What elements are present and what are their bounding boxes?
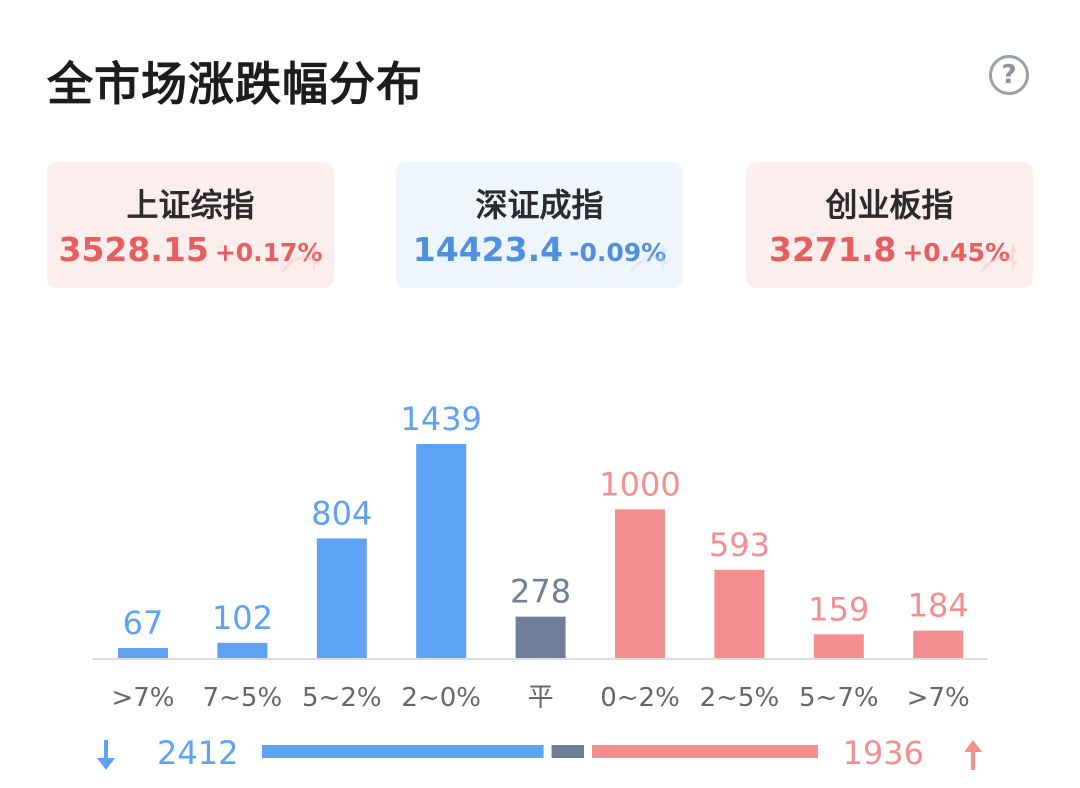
index-change: +0.17% — [214, 238, 323, 267]
arrow-down-icon — [97, 740, 115, 770]
category-label: 平 — [528, 683, 554, 713]
trend-up-decor-icon — [280, 244, 319, 273]
bar-8 — [913, 630, 964, 658]
index-name: 上证综指 — [126, 186, 255, 224]
summary-bar-down — [262, 745, 544, 758]
bar-1 — [217, 642, 268, 658]
summary-bar-up — [592, 745, 818, 758]
bar-value-label: 593 — [709, 526, 770, 564]
bar-6 — [714, 569, 765, 658]
category-label: 2~5% — [700, 683, 780, 713]
bar-2 — [316, 538, 367, 658]
category-label: >7% — [907, 683, 970, 713]
bar-value-label: 1000 — [599, 465, 680, 503]
summary-bar-flat — [551, 745, 585, 758]
trend-up-decor-icon — [979, 244, 1018, 273]
bar-value-label: 102 — [212, 599, 273, 637]
bar-value-label: 804 — [311, 494, 372, 532]
bar-5 — [615, 509, 665, 658]
category-label: 5~2% — [302, 683, 382, 713]
category-label: 5~7% — [799, 683, 879, 713]
category-label: 2~0% — [401, 683, 481, 713]
arrow-up-icon — [964, 740, 982, 770]
trend-decor-icon — [629, 244, 668, 273]
bar-value-label: 67 — [123, 604, 164, 642]
index-price: 14423.4 — [412, 230, 564, 269]
index-change: +0.45% — [902, 238, 1011, 267]
index-card-shenzhen[interactable]: 深证成指 14423.4 -0.09% — [396, 162, 683, 288]
index-card-shanghai[interactable]: 上证综指 3528.15 +0.17% — [47, 162, 334, 288]
index-card-chinext[interactable]: 创业板指 3271.8 +0.45% — [746, 162, 1033, 288]
index-name: 深证成指 — [475, 186, 604, 224]
bar-value-label: 1439 — [400, 400, 481, 438]
index-change: -0.09% — [569, 238, 667, 267]
category-label: 7~5% — [203, 683, 283, 713]
bar-7 — [813, 634, 864, 658]
index-name: 创业板指 — [825, 186, 954, 224]
bar-value-label: 159 — [808, 590, 869, 628]
page-title: 全市场涨跌幅分布 — [47, 57, 423, 111]
bar-value-label: 278 — [510, 573, 571, 611]
bar-3 — [416, 444, 467, 658]
bar-0 — [118, 648, 168, 658]
category-label: >7% — [111, 683, 174, 713]
index-price: 3271.8 — [768, 230, 897, 269]
down-count: 2412 — [157, 734, 238, 772]
up-count: 1936 — [843, 734, 924, 772]
bar-value-label: 184 — [908, 587, 969, 625]
help-icon[interactable]: ? — [989, 55, 1029, 95]
bar-4 — [515, 616, 566, 658]
category-label: 0~2% — [600, 683, 680, 713]
index-price: 3528.15 — [58, 230, 209, 269]
